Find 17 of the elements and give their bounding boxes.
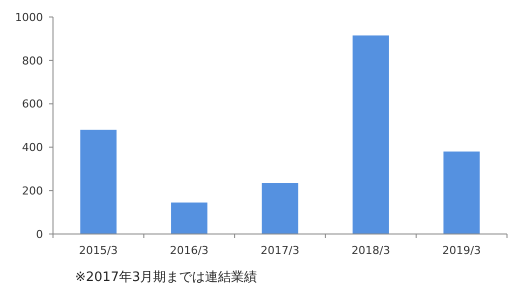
bar: [262, 183, 298, 234]
text: ※2017年3月期までは連結業績: [75, 270, 258, 285]
x-tick-label: 2016/3: [170, 244, 209, 257]
bar: [352, 35, 389, 234]
y-tick-label: 800: [22, 54, 43, 68]
bar: [171, 202, 208, 234]
x-tick-label: 2017/3: [260, 244, 300, 257]
y-tick-label: 400: [22, 141, 43, 154]
x-tick-label: 2015/3: [79, 244, 118, 257]
x-tick-label: 2019/3: [442, 244, 481, 257]
y-tick-label: 0: [36, 228, 43, 241]
bar: [80, 130, 117, 234]
x-tick-label: 2018/3: [351, 244, 390, 257]
bar: [443, 152, 480, 234]
y-tick-label: 200: [22, 184, 43, 198]
y-tick-label: 600: [22, 98, 43, 111]
y-tick-label: 1000: [15, 10, 43, 24]
